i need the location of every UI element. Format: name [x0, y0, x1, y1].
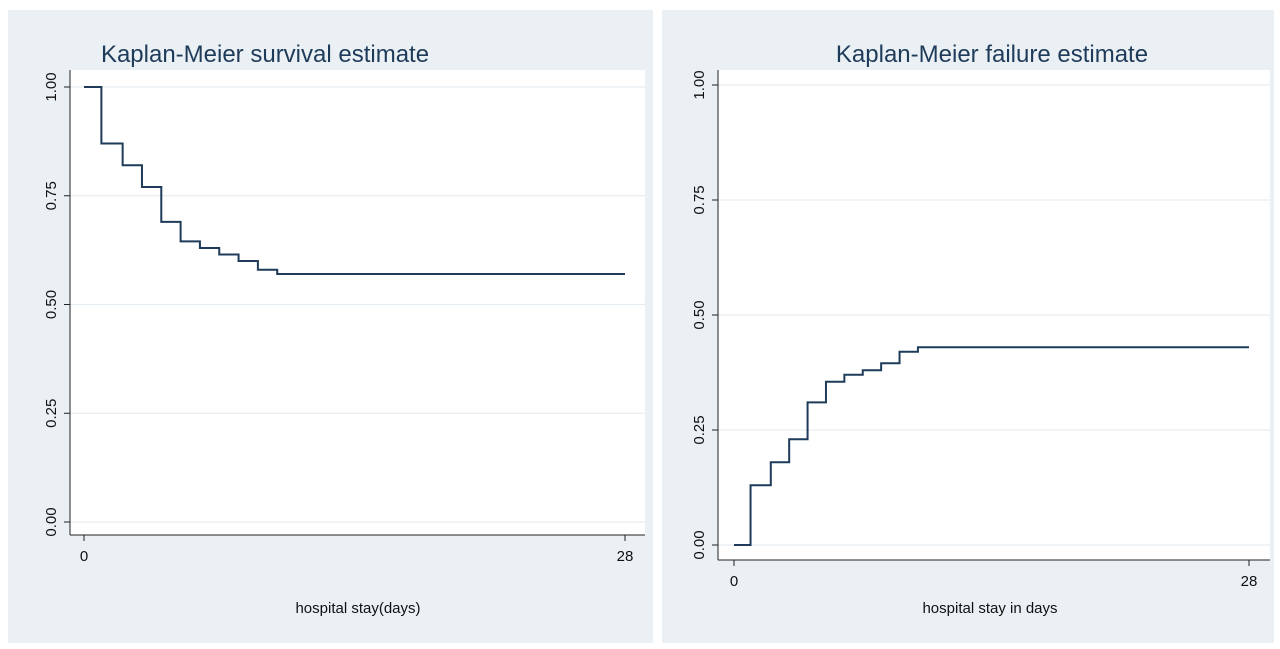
- y-tick-label: 0.50: [691, 300, 708, 329]
- km-step-line: [84, 86, 625, 276]
- survival-chart-panel: Kaplan-Meier survival estimate hospital …: [8, 10, 653, 643]
- y-tick-label: 0.75: [691, 185, 708, 214]
- failure-chart: Kaplan-Meier failure estimate hospital s…: [691, 41, 1270, 617]
- x-tick-label: 0: [80, 548, 88, 565]
- plot-area: [70, 70, 645, 535]
- survival-chart: Kaplan-Meier survival estimate hospital …: [43, 41, 645, 617]
- km-step-line: [734, 346, 1249, 546]
- y-tick-label: 0.50: [43, 290, 60, 319]
- y-tick-label: 0.25: [691, 415, 708, 444]
- x-axis-title: hospital stay(days): [295, 600, 420, 617]
- y-tick-label: 0.00: [691, 530, 708, 559]
- y-tick-label: 0.00: [43, 507, 60, 536]
- y-tick-label: 0.25: [43, 399, 60, 428]
- x-axis-title: hospital stay in days: [922, 600, 1057, 617]
- x-tick-label: 0: [730, 573, 738, 590]
- y-tick-label: 0.75: [43, 181, 60, 210]
- x-tick-label: 28: [1241, 573, 1258, 590]
- failure-chart-panel: Kaplan-Meier failure estimate hospital s…: [662, 10, 1274, 643]
- x-tick-label: 28: [617, 548, 634, 565]
- y-tick-label: 1.00: [43, 72, 60, 101]
- y-tick-label: 1.00: [691, 70, 708, 99]
- chart-title: Kaplan-Meier failure estimate: [836, 41, 1148, 68]
- chart-title: Kaplan-Meier survival estimate: [101, 41, 429, 68]
